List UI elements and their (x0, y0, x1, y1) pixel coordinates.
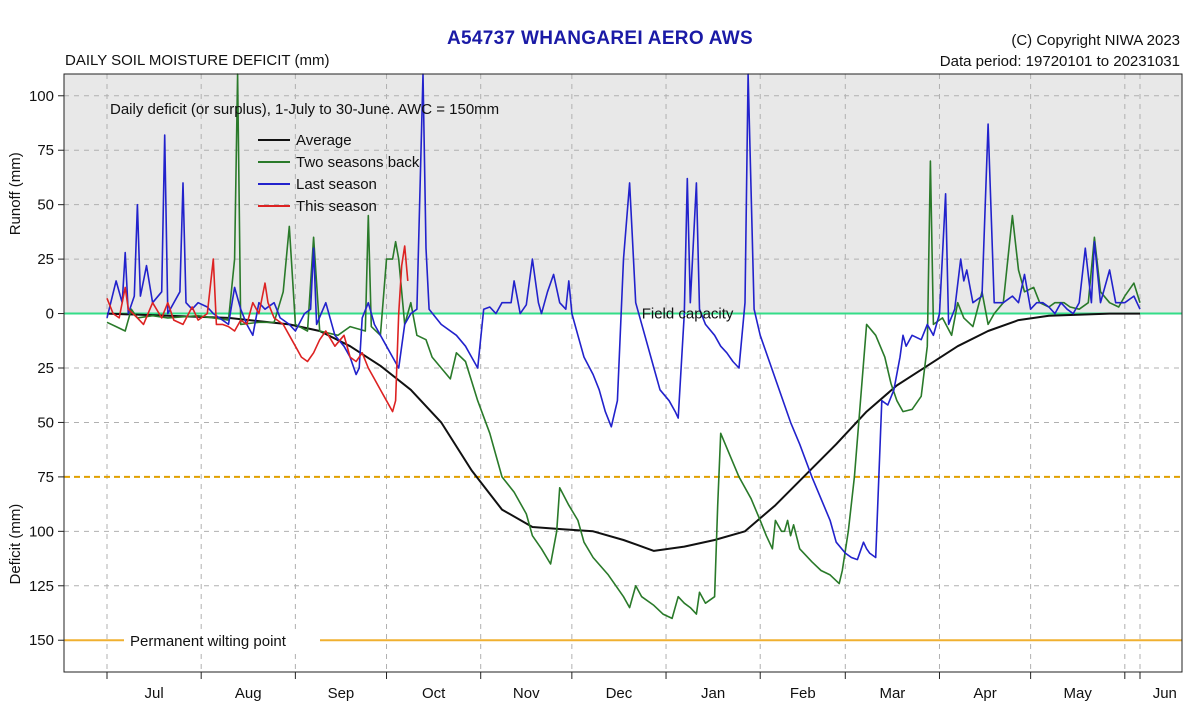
legend-label: Last season (296, 176, 377, 193)
y-tick-label: 75 (37, 469, 54, 486)
reference-lines (64, 312, 1182, 642)
y-tick-label: 0 (46, 306, 54, 323)
annotations: Daily deficit (or surplus), 1-July to 30… (110, 101, 734, 651)
wilting-point-bg (124, 630, 320, 651)
series-lines (106, 73, 1141, 620)
x-tick-label: Dec (606, 685, 633, 702)
x-tick-label: Jul (144, 685, 163, 702)
x-tick-label: Sep (328, 685, 355, 702)
series-line (106, 312, 1140, 552)
chart-subtitle: DAILY SOIL MOISTURE DEFICIT (mm) (65, 52, 330, 69)
y-tick-label: 75 (37, 142, 54, 159)
x-tick-label: Feb (790, 685, 816, 702)
y-tick-label: 100 (29, 523, 54, 540)
x-tick-label: Jan (701, 685, 725, 702)
x-tick-label: Mar (879, 685, 905, 702)
y-tick-label: 25 (37, 251, 54, 268)
y-tick-label: 50 (37, 197, 54, 214)
axes: 100 75 50 25 0 25 50 75 100 125 150 Jul Aug Sep Oct Nov… (7, 88, 1177, 702)
y-tick-label: 150 (29, 632, 54, 649)
y-axis-label-deficit: Deficit (mm) (7, 504, 24, 585)
y-tick-label: 100 (29, 88, 54, 105)
plot-frame (63, 73, 1183, 673)
legend-label: Average (296, 132, 352, 149)
series-line (106, 73, 1141, 620)
field-capacity-label: Field capacity (642, 306, 734, 323)
x-tick-label: Oct (422, 685, 446, 702)
data-period: Data period: 19720101 to 20231031 (939, 53, 1180, 70)
y-axis-label-runoff: Runoff (mm) (7, 152, 24, 235)
y-tick-label: 25 (37, 360, 54, 377)
x-tick-label: Jun (1153, 685, 1177, 702)
legend: Average Two seasons back Last season This s… (258, 132, 420, 215)
x-tick-label: Nov (513, 685, 540, 702)
copyright-notice: (C) Copyright NIWA 2023 (1011, 32, 1180, 49)
chart-note: Daily deficit (or surplus), 1-July to 30… (110, 101, 499, 118)
x-tick-label: Aug (235, 685, 262, 702)
x-tick-label: May (1064, 685, 1093, 702)
series-line (106, 73, 1141, 561)
x-tick-label: Apr (973, 685, 996, 702)
legend-label: Two seasons back (296, 154, 420, 171)
y-tick-label: 125 (29, 578, 54, 595)
wilting-point-label: Permanent wilting point (130, 633, 287, 650)
legend-label: This season (296, 198, 377, 215)
series-line (106, 245, 409, 413)
y-tick-label: 50 (37, 414, 54, 431)
chart-title: A54737 WHANGAREI AERO AWS (447, 28, 753, 49)
